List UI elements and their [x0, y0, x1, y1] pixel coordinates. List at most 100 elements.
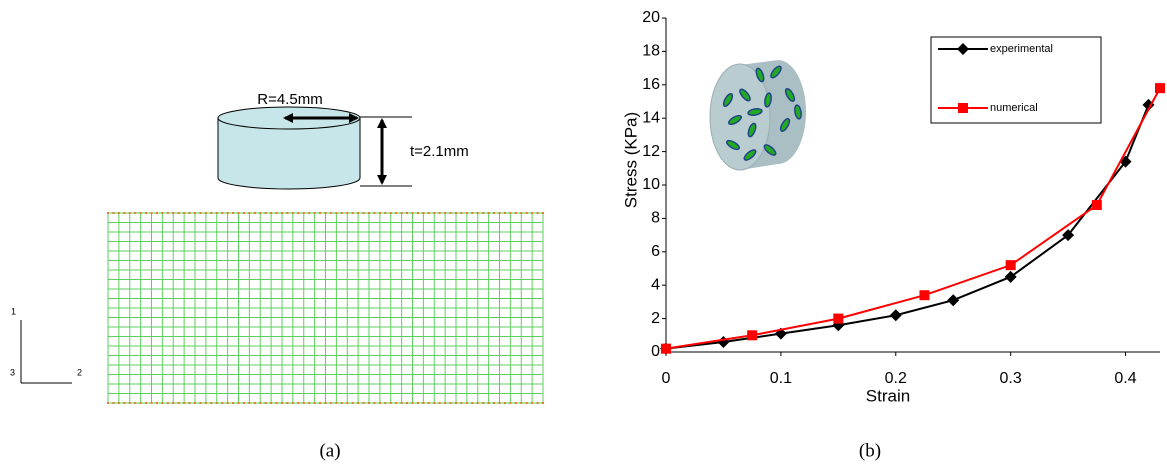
mesh-node	[542, 212, 544, 214]
mesh-node	[465, 402, 468, 404]
mesh-node	[275, 212, 278, 214]
mesh-node	[362, 212, 365, 214]
data-point	[1005, 260, 1016, 271]
mesh-node	[427, 402, 430, 404]
mesh-node	[416, 402, 419, 404]
x-tick-label: 0.3	[1000, 370, 1022, 387]
y-tick-label: 4	[651, 276, 660, 293]
mesh-node	[281, 212, 283, 214]
data-point	[947, 294, 960, 307]
mesh-node	[503, 402, 506, 404]
mesh-node	[210, 212, 213, 214]
y-tick-label: 18	[642, 43, 660, 60]
data-point	[717, 335, 730, 348]
legend-label: experimental	[990, 43, 1053, 55]
mesh-node	[509, 212, 512, 214]
thickness-label: t=2.1mm	[410, 143, 469, 160]
mesh-node	[107, 402, 109, 404]
mesh-node	[416, 212, 419, 214]
mesh-node	[438, 212, 441, 214]
mesh-node	[117, 212, 120, 214]
mesh-node	[221, 212, 224, 214]
data-point	[1062, 229, 1075, 242]
mesh-node	[509, 402, 512, 404]
mesh-node	[134, 402, 137, 404]
data-point	[889, 309, 902, 322]
mesh-node	[150, 402, 153, 404]
mesh-node	[161, 212, 164, 214]
mesh-node	[373, 402, 376, 404]
mesh-node	[166, 402, 169, 404]
mesh-node	[177, 402, 180, 404]
mesh-node	[313, 402, 316, 404]
mesh-node	[248, 212, 251, 214]
mesh-node	[411, 212, 414, 214]
mesh-node	[444, 212, 447, 214]
mesh-node	[346, 402, 349, 404]
mesh	[107, 212, 544, 404]
mesh-node	[302, 212, 305, 214]
y-tick-label: 16	[642, 76, 660, 93]
mesh-node	[112, 402, 115, 404]
mesh-node	[172, 402, 175, 404]
mesh-node	[340, 212, 343, 214]
data-point	[1004, 270, 1017, 283]
mesh-node	[357, 402, 360, 404]
mesh-node	[503, 212, 506, 214]
mesh-node	[324, 402, 327, 404]
mesh-node	[482, 212, 485, 214]
mesh-node	[476, 212, 479, 214]
mesh-node	[199, 402, 202, 404]
mesh-node	[433, 402, 436, 404]
mesh-node	[493, 212, 496, 214]
mesh-node	[351, 402, 354, 404]
x-tick-label: 0.4	[1114, 370, 1136, 387]
cylinder	[217, 106, 412, 190]
mesh-node	[145, 212, 148, 214]
mesh-node	[514, 212, 517, 214]
sample-inset	[709, 60, 806, 171]
mesh-node	[199, 212, 202, 214]
triad-label: 3	[10, 367, 15, 377]
mesh-node	[487, 402, 490, 404]
legend-marker	[957, 43, 969, 55]
mesh-node	[188, 212, 191, 214]
mesh-node	[161, 402, 164, 404]
mesh-node	[525, 212, 528, 214]
mesh-node	[204, 212, 207, 214]
mesh-node	[389, 402, 392, 404]
mesh-node	[194, 402, 196, 404]
mesh-node	[335, 212, 338, 214]
mesh-node	[487, 212, 490, 214]
caption: (a)	[319, 440, 340, 461]
mesh-node	[232, 212, 235, 214]
mesh-node	[177, 212, 180, 214]
x-tick-label: 0.2	[885, 370, 907, 387]
mesh-node	[308, 402, 311, 404]
mesh-node	[270, 402, 273, 404]
mesh-node	[444, 402, 447, 404]
mesh-node	[422, 402, 425, 404]
mesh-node	[460, 402, 463, 404]
mesh-node	[166, 212, 169, 214]
x-axis-label: Strain	[866, 386, 910, 405]
mesh-node	[291, 212, 294, 214]
mesh-node	[297, 402, 300, 404]
mesh-node	[145, 402, 148, 404]
mesh-node	[357, 212, 360, 214]
data-point	[1155, 83, 1165, 94]
mesh-node	[368, 212, 370, 214]
mesh-node	[340, 402, 343, 404]
mesh-node	[329, 402, 332, 404]
mesh-node	[302, 402, 305, 404]
mesh-node	[438, 402, 441, 404]
mesh-node	[264, 402, 267, 404]
mesh-node	[242, 402, 245, 404]
mesh-node	[297, 212, 300, 214]
mesh-node	[471, 212, 474, 214]
mesh-node	[139, 212, 142, 214]
mesh-node	[378, 212, 381, 214]
mesh-node	[498, 402, 501, 404]
mesh-node	[455, 402, 457, 404]
y-tick-label: 14	[642, 109, 660, 126]
